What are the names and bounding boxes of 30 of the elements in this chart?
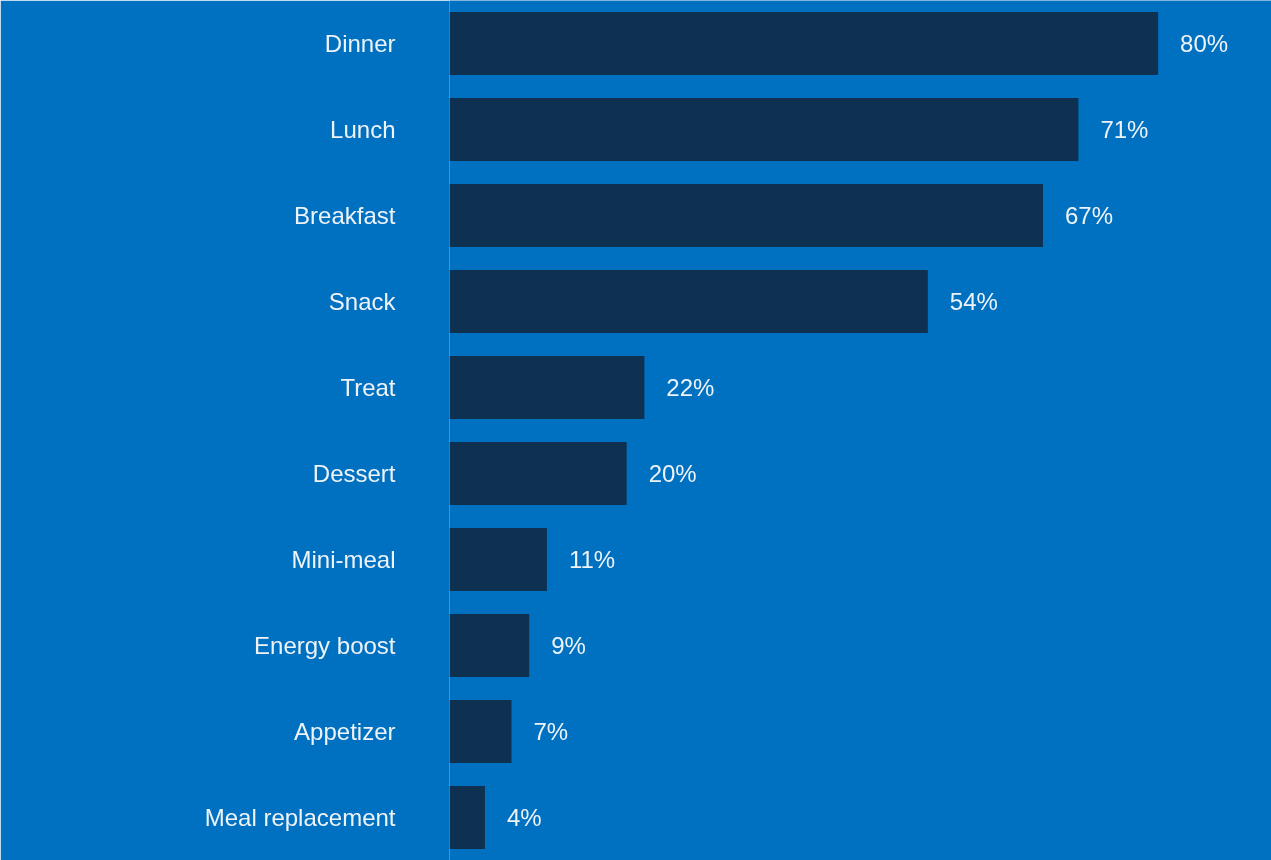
bar [449,356,645,419]
y-tick-label: Appetizer [294,718,396,745]
data-label: 67% [1064,202,1114,229]
y-tick-label: Treat [340,374,396,401]
data-label: 20% [648,460,697,487]
bar [449,12,1159,75]
bar [449,98,1079,161]
bar [449,700,512,763]
bar [449,614,530,677]
y-tick-label: Mini-meal [291,546,396,573]
y-tick-label: Snack [328,288,397,315]
bar [449,786,485,849]
bar [449,270,928,333]
bar [449,442,627,505]
data-label: 7% [533,718,569,745]
bar [449,528,547,591]
y-tick-label: Meal replacement [204,804,396,831]
data-label: 80% [1180,30,1229,57]
y-tick-label: Breakfast [294,202,396,229]
y-tick-label: Lunch [330,116,396,143]
y-tick-label: Dinner [324,30,396,57]
data-label: 54% [949,288,998,315]
y-tick-label: Energy boost [254,632,396,659]
data-label: 4% [506,804,542,831]
data-label: 11% [568,546,616,573]
bar [449,184,1043,247]
y-tick-label: Dessert [312,460,396,487]
data-label: 22% [666,374,715,401]
data-label: 9% [551,632,586,659]
data-label: 71% [1100,116,1149,143]
